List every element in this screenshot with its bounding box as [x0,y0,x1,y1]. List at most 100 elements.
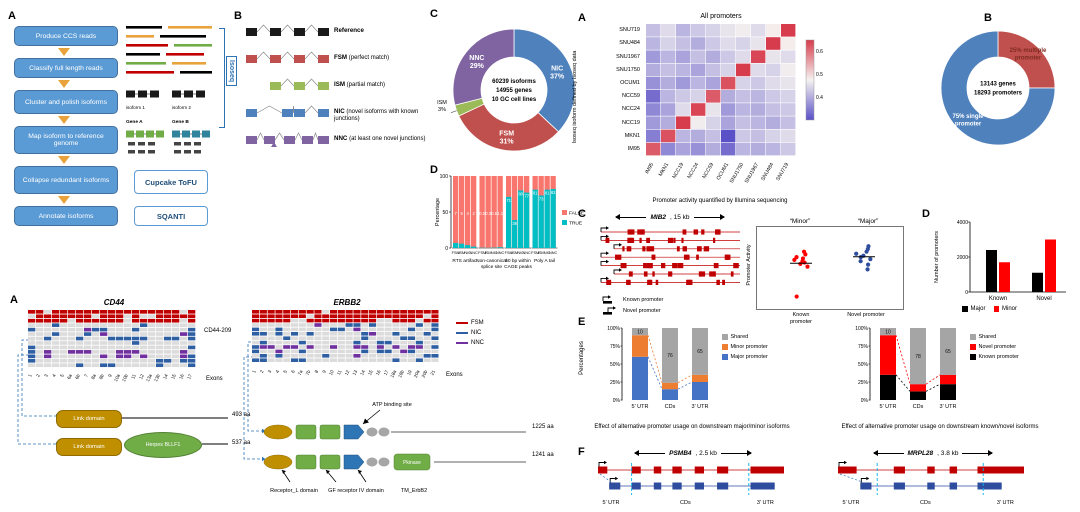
svg-text:promoter: promoter [955,122,982,128]
mrpl28-gene-size: , 3.8 kb [937,450,959,457]
legend-label: Major promoter [730,354,768,360]
panel-label-f: F [578,446,585,458]
svg-text:0.3: 0.3 [485,211,491,216]
class-desc: (at least one novel junctions) [347,136,426,142]
svg-text:10 GC cell lines: 10 GC cell lines [492,97,537,103]
svg-text:TRUE: TRUE [569,221,582,227]
svg-text:13: 13 [352,369,359,376]
svg-text:CDs: CDs [665,404,676,410]
svg-text:1: 1 [27,373,33,378]
cd44-isoform-tag: CD44-209 [204,328,232,334]
heatmap-colorbar: 0.6 0.5 0.4 [805,39,823,121]
legend-label: Known promoter [623,296,664,303]
panel-label-donut2: B [984,12,992,24]
svg-text:100%: 100% [607,326,620,332]
flow-step-2: Classify full length reads [14,58,118,78]
svg-text:FSM: FSM [478,251,486,255]
svg-text:1.1: 1.1 [497,211,503,216]
svg-text:6: 6 [460,211,463,216]
right-arrow-icon [720,449,752,457]
mib2-header: MIB2 , 15 kb [592,213,748,221]
class-model-nnc [246,131,329,147]
svg-text:NNC: NNC [549,251,557,255]
svg-text:19: 19 [406,369,413,376]
flow-step-4: Map isoform to reference genome [14,126,118,154]
svg-text:4: 4 [275,369,281,374]
svg-text:50%: 50% [858,362,869,368]
isoform-class-legend: FSM NIC NNC [456,320,484,350]
panel-label-genes: A [10,294,18,306]
svg-text:75% single: 75% single [952,114,984,120]
gf-receptor-label: GF receptor IV domain [328,488,384,494]
legend-item: Major promoter [722,354,768,360]
svg-text:isoform 2: isoform 2 [172,105,191,110]
class-model-fsm [246,51,329,63]
svg-text:RTS artifact: RTS artifact [452,258,478,264]
flow-step-3: Cluster and polish isoforms [14,90,118,114]
legend-swatch [722,354,728,360]
legend-swatch [993,306,1000,312]
svg-text:6: 6 [290,369,296,374]
svg-text:60239 isoforms: 60239 isoforms [492,79,536,85]
svg-text:SNU719: SNU719 [775,162,790,182]
svg-text:CDs: CDs [913,404,924,410]
svg-text:10: 10 [885,329,891,335]
svg-text:Percentage: Percentage [435,198,441,226]
svg-text:FSM: FSM [499,130,514,137]
panel-label-donut1: C [430,8,438,20]
svg-text:ISM: ISM [458,251,465,255]
svg-text:18293 promoters: 18293 promoters [974,91,1023,97]
cd44-title: CD44 [103,298,125,307]
legend-item: Minor [993,306,1017,312]
right-arrow-icon [962,449,994,457]
svg-text:75%: 75% [858,344,869,350]
scatter-title-minor: “Minor” [789,218,811,225]
reads-diagram: isoform 1 isoform 2 Gene A Gene B [126,26,212,154]
legend-swatch [970,344,976,350]
svg-text:5: 5 [282,369,288,374]
svg-text:4: 4 [51,373,57,378]
svg-text:FSM: FSM [452,251,460,255]
atp-binding-site-label: ATP binding site [372,402,412,408]
promoter-activity-scatter [756,226,904,310]
svg-text:1: 1 [251,369,257,374]
class-text-reference: Reference [334,27,442,35]
svg-text:SNU484: SNU484 [760,162,775,182]
legend-item: Major [962,306,986,312]
heatmap-row-label: SNU484 [619,40,640,47]
svg-text:NNC: NNC [496,251,504,255]
cd44-link-domain-1: Link domain [56,410,122,428]
svg-text:14: 14 [162,373,169,380]
legend-label: Major [970,306,986,312]
legend-swatch [970,354,976,360]
scatter-title-major: “Major” [857,218,879,225]
right-arrow-icon [693,213,725,221]
svg-text:Novel: Novel [1036,296,1051,302]
svg-text:10a: 10a [113,373,121,382]
svg-text:13b: 13b [153,373,161,382]
legend-label: Minor promoter [730,344,768,350]
flow-arrow-icon [58,196,70,204]
svg-text:25% multiple: 25% multiple [1010,48,1047,54]
svg-text:2: 2 [259,369,265,374]
left-arrow-icon [634,449,666,457]
svg-text:75%: 75% [610,344,621,350]
svg-text:73: 73 [539,196,544,201]
svg-text:0%: 0% [613,398,621,404]
svg-text:2: 2 [35,373,41,378]
class-name: Reference [334,27,364,34]
tool-cupcake: Cupcake ToFU [134,170,208,194]
svg-text:NCC19: NCC19 [672,162,686,180]
class-model-reference [246,24,329,36]
receptor-l-label: Receptor_L domain [270,488,318,494]
svg-text:NIC: NIC [464,251,471,255]
svg-text:promoter: promoter [1015,56,1042,62]
svg-text:15: 15 [367,369,374,376]
svg-text:14955 genes: 14955 genes [496,88,532,94]
svg-text:0.5: 0.5 [816,72,823,78]
svg-text:15: 15 [170,373,177,380]
mrpl28-header: MRPL28, 3.8 kb [838,449,1028,457]
heatmap-row-label: SNU719 [619,27,640,34]
svg-text:80: 80 [518,191,523,196]
svg-text:9: 9 [321,369,327,374]
